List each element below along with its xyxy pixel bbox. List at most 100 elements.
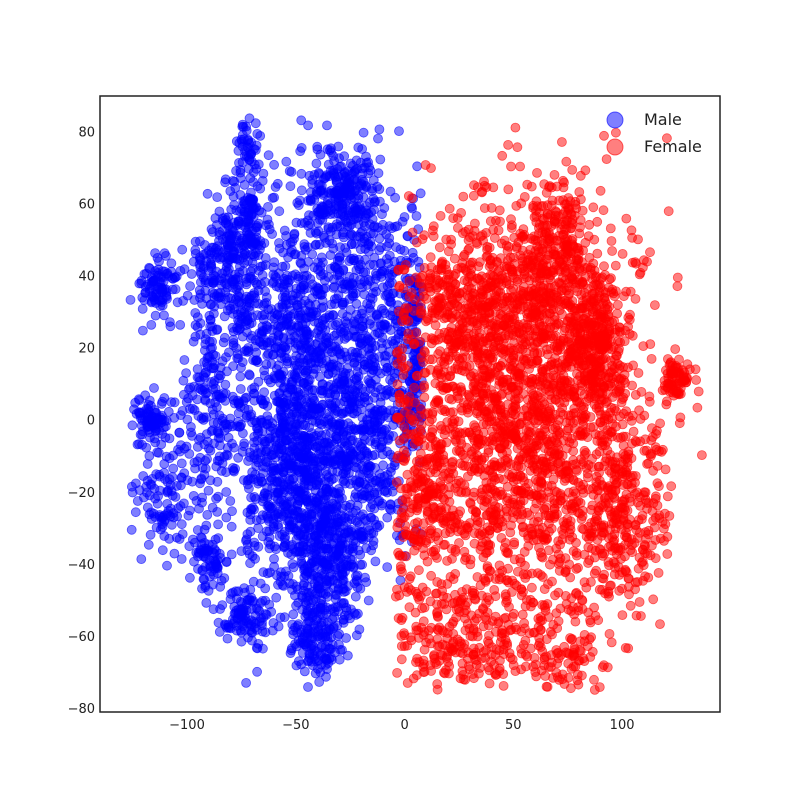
data-point: [351, 479, 362, 490]
data-point: [296, 282, 307, 293]
data-point: [189, 556, 199, 567]
data-point: [366, 545, 377, 556]
data-point: [311, 158, 322, 169]
data-point: [156, 398, 167, 409]
data-point: [374, 352, 385, 362]
data-point: [242, 529, 253, 540]
data-point: [270, 509, 281, 520]
data-point: [335, 425, 346, 435]
data-point: [252, 666, 263, 677]
data-point: [338, 265, 349, 276]
data-point: [338, 279, 349, 290]
data-point: [249, 491, 260, 502]
data-point: [236, 362, 246, 373]
data-point: [208, 278, 219, 289]
data-point: [291, 333, 301, 344]
data-point: [221, 487, 232, 497]
data-point: [228, 334, 239, 345]
data-point: [240, 393, 251, 404]
data-point: [275, 397, 286, 408]
data-point: [363, 274, 374, 285]
data-point: [236, 546, 247, 556]
data-point: [286, 379, 297, 390]
data-point: [258, 491, 269, 502]
data-point: [328, 310, 339, 321]
data-point: [192, 441, 203, 452]
data-point: [296, 344, 307, 355]
data-point: [299, 572, 310, 582]
data-point: [275, 322, 286, 333]
data-point: [249, 251, 260, 262]
data-point: [318, 494, 329, 505]
data-point: [347, 384, 358, 395]
data-point: [198, 412, 209, 423]
data-point: [223, 347, 234, 358]
data-point: [306, 187, 316, 198]
data-point: [319, 557, 330, 568]
data-point: [233, 315, 244, 326]
data-point: [225, 496, 236, 506]
data-point: [208, 242, 219, 253]
data-point: [509, 537, 520, 548]
data-point: [302, 516, 313, 527]
data-point: [311, 307, 322, 318]
data-point: [163, 406, 174, 417]
data-point: [213, 519, 224, 530]
data-point: [168, 463, 179, 474]
data-point: [257, 270, 268, 281]
data-point: [320, 408, 331, 419]
data-point: [202, 188, 213, 199]
data-point: [269, 192, 280, 203]
data-point: [197, 492, 208, 503]
data-point: [307, 279, 318, 290]
data-point: [311, 228, 322, 239]
data-point: [243, 208, 254, 218]
data-point: [384, 503, 395, 514]
data-point: [258, 300, 269, 311]
data-point: [315, 598, 326, 609]
data-point: [348, 280, 359, 290]
data-point: [150, 310, 161, 321]
data-point: [288, 401, 299, 412]
data-point: [174, 427, 185, 438]
data-point: [357, 559, 368, 570]
data-point: [330, 647, 340, 658]
data-point: [213, 427, 224, 438]
data-point: [243, 483, 254, 494]
data-point: [260, 583, 271, 594]
data-point: [292, 621, 303, 631]
data-point: [255, 452, 266, 463]
data-point: [361, 208, 372, 219]
data-point: [419, 392, 430, 403]
data-point: [289, 360, 300, 371]
data-point: [275, 444, 286, 455]
data-point: [672, 281, 683, 292]
data-point: [380, 478, 391, 489]
data-point: [332, 164, 343, 174]
data-point: [150, 418, 161, 429]
data-point: [244, 294, 255, 305]
data-point: [311, 479, 322, 490]
data-point: [282, 313, 293, 324]
data-point: [310, 339, 321, 350]
data-point: [130, 507, 141, 518]
data-point: [268, 276, 279, 287]
data-point: [211, 389, 222, 400]
data-point: [159, 458, 170, 469]
data-point: [274, 206, 285, 217]
data-point: [153, 491, 164, 501]
scatter-points: [125, 113, 707, 695]
data-point: [369, 420, 380, 431]
data-point: [334, 153, 345, 164]
data-point: [220, 278, 230, 289]
data-point: [236, 220, 247, 230]
data-point: [138, 471, 149, 481]
data-point: [568, 546, 579, 557]
data-point: [397, 216, 408, 227]
data-point: [226, 521, 237, 532]
data-point: [336, 438, 347, 449]
data-point: [140, 390, 151, 401]
data-point: [233, 452, 244, 463]
data-point: [296, 115, 307, 126]
data-point: [202, 387, 213, 398]
